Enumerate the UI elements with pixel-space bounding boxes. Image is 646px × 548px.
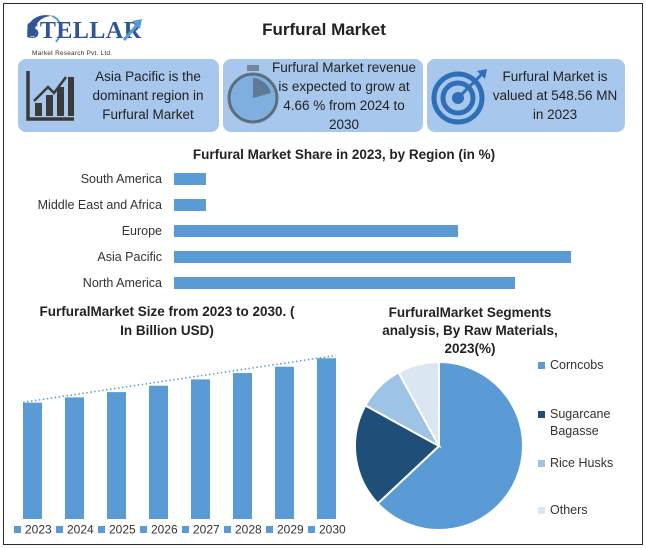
size-legend-swatch [266, 526, 273, 533]
region-share-chart: South America Middle East and Africa Europ… [4, 164, 644, 294]
size-bar [149, 385, 168, 519]
info-box-value: Furfural Market is valued at 548.56 MN i… [427, 59, 625, 132]
size-bar [275, 366, 294, 519]
size-legend-swatch [182, 526, 189, 533]
pie-legend-swatch [538, 362, 545, 369]
logo-swoosh-icon [27, 15, 62, 43]
info-text-line: dominant region in [92, 88, 204, 103]
pie-legend-label: Others [550, 503, 588, 517]
size-legend-label: 2026 [151, 523, 178, 537]
size-bar [65, 397, 84, 519]
page-title: Furfural Market [262, 20, 386, 39]
info-text-line: Asia Pacific is the [95, 69, 201, 84]
size-legend-swatch [98, 526, 105, 533]
logo-subtitle: Market Research Pvt. Ltd. [32, 50, 113, 57]
pie-legend-swatch [538, 460, 545, 467]
size-legend-label: 2029 [277, 523, 304, 537]
pie-legend-swatch [538, 507, 545, 514]
info-box-region: Asia Pacific is the dominant region in F… [18, 59, 219, 132]
size-legend-label: 2030 [319, 523, 346, 537]
size-bar [107, 392, 126, 519]
pie-slice [397, 360, 440, 447]
size-legend-swatch [14, 526, 21, 533]
region-chart-title: Furfural Market Share in 2023, by Region… [192, 147, 496, 162]
logo-name: STELLAR [26, 18, 142, 44]
size-chart-title-line: FurfuralMarket Size from 2023 to 2030. ( [39, 304, 295, 319]
pie-legend-swatch [538, 411, 545, 418]
infographic-frame: STELLAR Market Research Pvt. Ltd. Furfur… [3, 3, 643, 545]
info-text-line: valued at 548.56 MN [492, 88, 618, 103]
size-legend-swatch [308, 526, 315, 533]
logo-arrow-icon [122, 19, 142, 41]
size-legend-swatch [140, 526, 147, 533]
region-bar [174, 277, 515, 289]
size-bar [23, 402, 42, 519]
raw-materials-pie-chart [354, 360, 524, 531]
info-text-line: in 2023 [532, 107, 578, 122]
stopwatch-icon [227, 65, 279, 124]
region-category-label: North America [82, 276, 162, 290]
size-chart-title-line: In Billion USD) [120, 323, 214, 338]
size-bar [233, 373, 252, 519]
region-bar [174, 225, 458, 237]
size-bar [191, 379, 210, 519]
info-text-line: is expected to grow at [278, 78, 410, 94]
market-size-chart: 2023 2024 2025 2026 2027 2028 2029 2030 [14, 354, 346, 537]
size-legend-label: 2028 [235, 523, 262, 537]
pie-legend-label: Corncobs [550, 358, 604, 372]
size-bar [317, 358, 336, 519]
size-legend-swatch [56, 526, 63, 533]
size-legend-label: 2024 [67, 523, 94, 537]
info-text-line: Furfural Market is [502, 69, 608, 84]
size-trendline [22, 354, 337, 404]
pie-chart-title-line: 2023(%) [444, 341, 496, 356]
info-box-growth: Furfural Market revenue is expected to g… [223, 59, 423, 132]
size-legend-label: 2027 [193, 523, 220, 537]
info-text-line: Furfural Market revenue [271, 59, 417, 75]
pie-legend-label: Sugarcane Bagasse [550, 407, 611, 438]
region-category-label: Asia Pacific [97, 250, 162, 264]
region-bar [174, 251, 572, 263]
pie-slice [354, 404, 441, 505]
pie-chart-title-line: FurfuralMarket Segments [388, 305, 552, 320]
pie-legend-label: Rice Husks [550, 456, 614, 470]
pie-legend: Corncobs Sugarcane Bagasse Rice Husks Others [534, 354, 639, 524]
region-bar [174, 173, 206, 185]
region-category-label: Middle East and Africa [37, 198, 162, 212]
size-legend-label: 2025 [109, 523, 136, 537]
pie-slice [376, 360, 524, 531]
size-legend-label: 2023 [25, 523, 52, 537]
logo: STELLAR Market Research Pvt. Ltd. [26, 10, 146, 60]
info-text-line: 4.66 % from 2024 to 2030 [283, 97, 405, 132]
pie-chart-title-line: analysis, By Raw Materials, [382, 323, 558, 338]
target-icon [431, 69, 487, 125]
region-bar [174, 199, 206, 211]
info-text-line: Furfural Market [102, 107, 194, 122]
region-category-label: South America [80, 172, 162, 186]
size-legend-swatch [224, 526, 231, 533]
bar-chart-icon [26, 71, 74, 121]
region-category-label: Europe [121, 224, 162, 238]
